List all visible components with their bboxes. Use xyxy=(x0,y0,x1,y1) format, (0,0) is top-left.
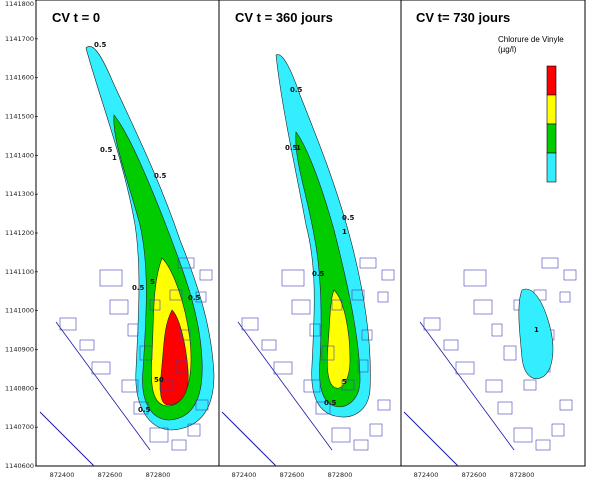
contour-label-1: 1 xyxy=(342,228,347,236)
x-axis-ticks: 872400 872600 872800 872400 872600 872800 8724… xyxy=(50,471,535,479)
x-tick-label: 872400 xyxy=(414,471,439,479)
x-tick-label: 872600 xyxy=(280,471,305,479)
legend-color-scale xyxy=(546,65,557,183)
y-tick-label: 1141300 xyxy=(5,190,34,198)
plume-inner-contour xyxy=(326,289,351,389)
panel-t360: 0.5 0.5 0.5 0.5 0.5 1 1 5 CV t = 360 jou… xyxy=(218,0,403,467)
legend-swatch xyxy=(546,152,557,183)
panel-title: CV t = 0 xyxy=(52,10,100,25)
y-axis-ticks: 1141800 1141700 1141600 1141500 1141400 11413… xyxy=(5,0,38,470)
panel-t0: 0.5 0.5 0.5 0.5 0.5 0.5 1 5 50 CV t = 0 xyxy=(35,0,221,467)
y-tick-label: 1141200 xyxy=(5,229,34,237)
y-tick-label: 1141400 xyxy=(5,151,34,159)
y-tick-label: 1141600 xyxy=(5,74,34,82)
building-footprints xyxy=(59,257,213,451)
contour-label-1: 1 xyxy=(534,326,539,334)
x-tick-label: 872400 xyxy=(232,471,257,479)
y-tick-label: 1140600 xyxy=(5,462,34,470)
legend-units: (µg/l) xyxy=(498,45,517,54)
contour-label-50: 50 xyxy=(154,376,164,384)
contour-label-0-5: 0.5 xyxy=(154,172,167,180)
coastline xyxy=(403,411,459,466)
panel-title: CV t = 360 jours xyxy=(235,10,333,25)
x-tick-label: 872600 xyxy=(98,471,123,479)
x-tick-label: 872800 xyxy=(510,471,535,479)
y-tick-label: 1141000 xyxy=(5,307,34,315)
x-tick-label: 872800 xyxy=(146,471,171,479)
contour-label-0-5: 0.5 xyxy=(342,214,355,222)
plume-core-contour xyxy=(160,309,189,406)
building-footprints xyxy=(423,257,577,451)
contour-label-0-5: 0.5 xyxy=(188,294,201,302)
y-tick-label: 1140700 xyxy=(5,423,34,431)
coastline xyxy=(39,411,95,466)
coastline xyxy=(221,411,277,466)
road xyxy=(237,321,333,451)
contour-label-1: 1 xyxy=(296,144,301,152)
panel-title: CV t= 730 jours xyxy=(416,10,510,25)
y-tick-label: 1141700 xyxy=(5,35,34,43)
contour-label-5: 5 xyxy=(150,278,155,286)
y-tick-label: 1141500 xyxy=(5,113,34,121)
legend-swatch xyxy=(546,65,557,96)
x-tick-label: 872400 xyxy=(50,471,75,479)
contour-label-0-5: 0.5 xyxy=(138,406,151,414)
legend-swatch xyxy=(546,94,557,125)
plume-outer-contour xyxy=(518,288,554,379)
y-tick-label: 1140800 xyxy=(5,384,34,392)
building-footprints xyxy=(241,257,395,451)
contour-label-0-5: 0.5 xyxy=(285,144,298,152)
contour-label-0-5: 0.5 xyxy=(100,146,113,154)
x-tick-label: 872800 xyxy=(328,471,353,479)
legend-swatch xyxy=(546,123,557,154)
road xyxy=(419,321,515,451)
panel-t730: 1 CV t= 730 jours Chlorure de Vinyle (µg… xyxy=(400,0,586,467)
y-tick-label: 1140900 xyxy=(5,346,34,354)
contour-label-0-5: 0.5 xyxy=(312,270,325,278)
y-tick-label: 1141100 xyxy=(5,268,34,276)
contour-label-5: 5 xyxy=(342,378,347,386)
legend-title: Chlorure de Vinyle xyxy=(498,35,564,44)
contour-label-0-5: 0.5 xyxy=(132,284,145,292)
contour-label-0-5: 0.5 xyxy=(94,41,107,49)
x-tick-label: 872600 xyxy=(462,471,487,479)
contour-label-0-5: 0.5 xyxy=(290,86,303,94)
contour-label-1: 1 xyxy=(112,154,117,162)
y-tick-label: 1141800 xyxy=(5,0,34,8)
road xyxy=(55,321,151,451)
contour-label-0-5: 0.5 xyxy=(324,399,337,407)
